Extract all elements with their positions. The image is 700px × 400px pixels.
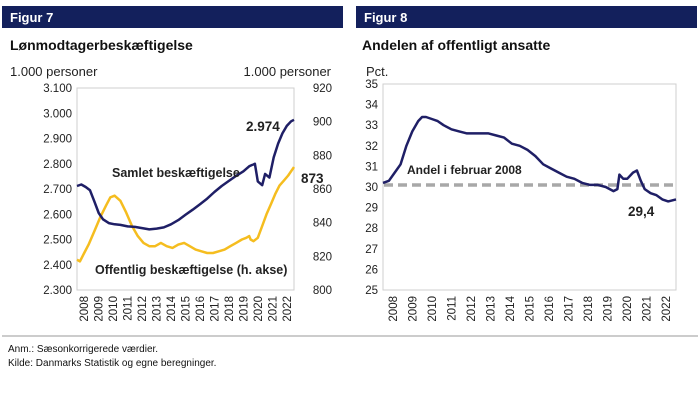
- x-tick-label: 2020: [622, 296, 634, 322]
- figure-8-title: Andelen af offentligt ansatte: [362, 37, 550, 53]
- x-tick-label: 2011: [446, 296, 458, 321]
- series-line-offentlig: [76, 166, 296, 263]
- y-tick-label: 28: [365, 223, 378, 235]
- right-tick-label: 920: [313, 83, 332, 95]
- x-tick-label: 2016: [195, 296, 207, 322]
- figure-8-unit: Pct.: [366, 64, 388, 79]
- figure-8-plot-area: [382, 83, 677, 291]
- x-tick-label: 2014: [166, 295, 178, 321]
- x-tick-label: 2018: [224, 296, 236, 322]
- right-tick-label: 860: [313, 184, 332, 196]
- figure-7-left-unit: 1.000 personer: [10, 64, 98, 79]
- figure-8-x-axis: 2008 2009 2010 2011 2012 2013 2014 2015 2016 2017…: [388, 295, 673, 321]
- right-tick-label: 840: [313, 218, 332, 230]
- note-kilde: Kilde: Danmarks Statistik og egne beregn…: [8, 358, 216, 369]
- x-tick-label: 2009: [94, 296, 106, 322]
- x-tick-label: 2022: [282, 296, 294, 322]
- left-tick-label: 2.800: [43, 159, 72, 171]
- note-anm: Anm.: Sæsonkorrigerede værdier.: [8, 344, 158, 355]
- figure-7-label: Figur 7: [10, 10, 53, 25]
- figure-8-label: Figur 8: [364, 10, 407, 25]
- left-tick-label: 2.900: [43, 134, 72, 146]
- x-tick-label: 2012: [137, 296, 149, 322]
- x-tick-label: 2019: [603, 296, 615, 322]
- x-tick-label: 2009: [407, 296, 419, 322]
- y-tick-label: 31: [365, 161, 378, 173]
- x-tick-label: 2017: [209, 296, 221, 322]
- figure-7-right-unit: 1.000 personer: [244, 64, 332, 79]
- x-tick-label: 2019: [238, 296, 250, 322]
- figure-7-panel: Figur 7 Lønmodtagerbeskæftigelse 1.000 p…: [2, 6, 343, 322]
- x-tick-label: 2018: [583, 296, 595, 322]
- series-line-samlet: [76, 118, 295, 231]
- end-label-offentlig: 873: [301, 171, 324, 186]
- figure-7-header-band: [2, 6, 343, 28]
- series-line-andel: [382, 115, 677, 203]
- y-tick-label: 26: [365, 264, 378, 276]
- y-tick-label: 27: [365, 244, 378, 256]
- figure-7-title: Lønmodtagerbeskæftigelse: [10, 37, 193, 53]
- x-tick-label: 2021: [642, 296, 654, 322]
- figure-8-y-axis: 25 26 27 28 29 30 31 32 33 34 35: [365, 79, 378, 297]
- y-tick-label: 35: [365, 79, 378, 91]
- y-tick-label: 30: [365, 182, 378, 194]
- left-tick-label: 2.500: [43, 235, 72, 247]
- left-tick-label: 3.100: [43, 83, 72, 95]
- x-tick-label: 2015: [525, 296, 537, 322]
- x-tick-label: 2022: [661, 296, 673, 322]
- left-tick-label: 2.700: [43, 184, 72, 196]
- end-label-andel: 29,4: [628, 204, 655, 219]
- x-tick-label: 2017: [564, 296, 576, 322]
- y-tick-label: 33: [365, 120, 378, 132]
- right-tick-label: 800: [313, 285, 332, 297]
- x-tick-label: 2010: [427, 296, 439, 322]
- figure-7-x-axis: 2008 2009 2010 2011 2012 2013 2014 2015 2016 2017…: [79, 295, 294, 321]
- y-tick-label: 25: [365, 285, 378, 297]
- x-tick-label: 2013: [152, 296, 164, 322]
- left-tick-label: 3.000: [43, 108, 72, 120]
- label-offentlig-beskaeftigelse: Offentlig beskæftigelse (h. akse): [95, 263, 287, 277]
- x-tick-label: 2013: [485, 296, 497, 322]
- x-tick-label: 2020: [253, 296, 265, 322]
- y-tick-label: 34: [365, 100, 378, 112]
- right-tick-label: 820: [313, 251, 332, 263]
- x-tick-label: 2021: [267, 296, 279, 322]
- x-tick-label: 2014: [505, 295, 517, 321]
- end-label-samlet: 2.974: [246, 119, 280, 134]
- x-tick-label: 2015: [181, 296, 193, 322]
- x-tick-label: 2008: [79, 296, 91, 322]
- reference-line-label: Andel i februar 2008: [407, 163, 522, 177]
- right-tick-label: 880: [313, 150, 332, 162]
- x-tick-label: 2008: [388, 296, 400, 322]
- left-tick-label: 2.600: [43, 209, 72, 221]
- x-tick-label: 2016: [544, 296, 556, 322]
- label-samlet-beskaeftigelse: Samlet beskæftigelse: [112, 166, 240, 180]
- figure-8-header-band: [356, 6, 697, 28]
- figure-8-panel: Figur 8 Andelen af offentligt ansatte Pc…: [356, 6, 697, 322]
- y-tick-label: 29: [365, 203, 378, 215]
- figure-7-left-axis: 2.300 2.400 2.500 2.600 2.700 2.800 2.900 3.000…: [43, 83, 72, 297]
- x-tick-label: 2012: [466, 296, 478, 322]
- left-tick-label: 2.400: [43, 260, 72, 272]
- y-tick-label: 32: [365, 141, 378, 153]
- figure-7-right-axis: 800 820 840 860 880 900 920: [313, 83, 332, 297]
- left-tick-label: 2.300: [43, 285, 72, 297]
- figure-7-plot-area: [76, 87, 295, 291]
- x-tick-label: 2011: [123, 296, 135, 321]
- x-tick-label: 2010: [108, 296, 120, 322]
- right-tick-label: 900: [313, 117, 332, 129]
